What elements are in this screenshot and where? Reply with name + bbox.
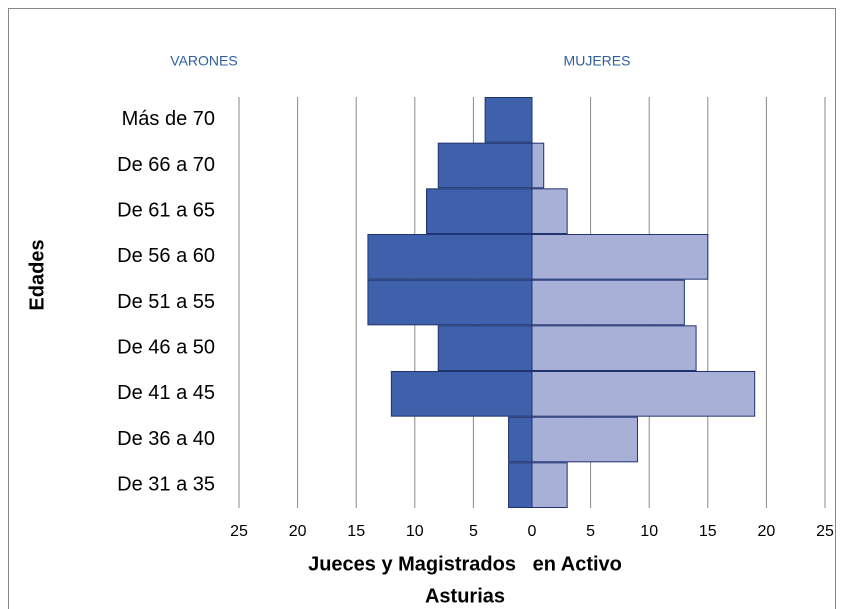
bar [531,462,568,509]
x-tick-label: 25 [816,523,834,540]
y-tick-label: De 56 a 60 [117,245,215,267]
y-axis-title: Edades [26,239,48,310]
bar [531,234,709,280]
x-axis-title: Asturias [425,585,505,607]
y-tick-label: De 51 a 55 [117,291,215,313]
x-tick-label: 5 [586,523,595,540]
bar [367,279,533,326]
x-tick-label: 10 [640,523,658,540]
bar [508,416,533,463]
bar [437,325,533,372]
x-tick-label: 20 [758,523,776,540]
y-tick-label: Más de 70 [122,108,215,130]
bar [531,416,638,463]
bar [426,188,533,234]
bar [531,188,568,234]
bar [508,462,533,509]
bar [531,142,545,189]
y-tick-label: De 31 a 35 [117,473,215,495]
y-tick-label: De 36 a 40 [117,428,215,450]
y-tick-label: De 66 a 70 [117,154,215,176]
bar [390,371,533,417]
x-tick-label: 10 [406,523,424,540]
bar [531,371,756,417]
x-tick-label: 0 [528,523,537,540]
y-tick-label: De 46 a 50 [117,336,215,358]
x-tick-label: 15 [699,523,717,540]
x-tick-label: 15 [347,523,365,540]
bar [484,97,533,143]
x-tick-label: 25 [230,523,248,540]
bar [531,279,685,326]
x-axis-title: Jueces y Magistrados en Activo [308,553,622,575]
y-tick-label: De 61 a 65 [117,199,215,221]
bar [437,142,533,189]
x-tick-label: 5 [469,523,478,540]
bar [367,234,533,280]
x-tick-label: 20 [289,523,307,540]
legend-label: VARONES [170,53,237,69]
bar [531,325,697,372]
legend-label: MUJERES [564,53,631,69]
y-tick-label: De 41 a 45 [117,382,215,404]
